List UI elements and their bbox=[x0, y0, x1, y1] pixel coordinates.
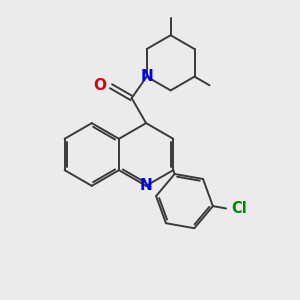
Text: N: N bbox=[140, 69, 153, 84]
Text: O: O bbox=[94, 77, 106, 92]
Text: N: N bbox=[140, 178, 152, 193]
Text: Cl: Cl bbox=[232, 201, 247, 216]
